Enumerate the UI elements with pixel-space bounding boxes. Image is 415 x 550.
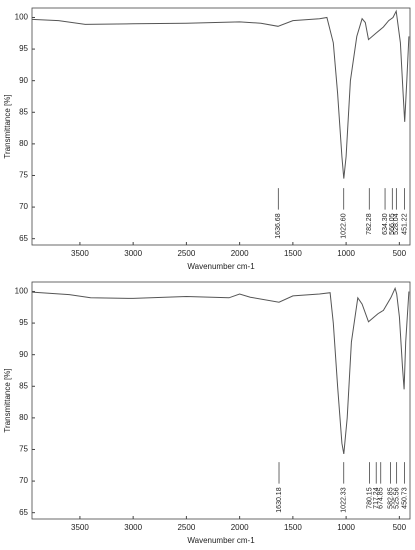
x-tick-label: 2000 — [231, 249, 249, 258]
x-tick-label: 2500 — [177, 523, 195, 532]
peak-label: 451.22 — [401, 213, 408, 235]
y-tick-label: 90 — [19, 76, 28, 85]
y-axis-label: Transmittance [%] — [3, 368, 12, 432]
y-axis-label: Transmittance [%] — [3, 94, 12, 158]
x-tick-label: 3000 — [124, 249, 142, 258]
x-axis-label: Wavenumber cm-1 — [187, 536, 255, 545]
x-tick-label: 500 — [393, 523, 407, 532]
peak-label: 1022.33 — [341, 487, 348, 512]
peak-label: 566.05 — [389, 213, 396, 235]
x-tick-label: 3500 — [71, 249, 89, 258]
y-tick-label: 70 — [19, 476, 28, 485]
x-tick-label: 2000 — [231, 523, 249, 532]
peak-label: 674.85 — [378, 487, 385, 509]
peak-label: 528.04 — [393, 213, 400, 235]
peak-label: 1630.18 — [276, 487, 283, 512]
x-tick-label: 500 — [393, 249, 407, 258]
x-tick-label: 1500 — [284, 249, 302, 258]
y-tick-label: 65 — [19, 508, 28, 517]
plot-frame — [31, 281, 411, 520]
peak-label: 634.30 — [382, 213, 389, 235]
x-axis-label: Wavenumber cm-1 — [187, 262, 255, 271]
y-tick-label: 95 — [19, 318, 28, 327]
y-tick-label: 65 — [19, 234, 28, 243]
y-tick-label: 80 — [19, 139, 28, 148]
x-tick-label: 1500 — [284, 523, 302, 532]
x-tick-label: 1000 — [337, 523, 355, 532]
peak-label: 780.15 — [366, 487, 373, 509]
peak-label: 782.28 — [366, 213, 373, 235]
y-tick-label: 75 — [19, 445, 28, 454]
y-tick-label: 100 — [15, 13, 29, 22]
plot-frame — [31, 7, 411, 246]
peak-label: 1636.68 — [275, 213, 282, 238]
peak-label: 582.85 — [387, 487, 394, 509]
peak-label: 717.24 — [373, 487, 380, 509]
peak-label: 1022.60 — [341, 213, 348, 238]
x-tick-label: 3500 — [71, 523, 89, 532]
y-tick-label: 70 — [19, 202, 28, 211]
y-tick-label: 80 — [19, 413, 28, 422]
y-tick-label: 90 — [19, 350, 28, 359]
y-tick-label: 85 — [19, 107, 28, 116]
x-tick-label: 2500 — [177, 249, 195, 258]
y-tick-label: 75 — [19, 171, 28, 180]
spectrum-line — [31, 9, 410, 179]
peak-label: 525.56 — [393, 487, 400, 509]
x-tick-label: 1000 — [337, 249, 355, 258]
y-tick-label: 95 — [19, 44, 28, 53]
y-tick-label: 100 — [15, 287, 29, 296]
peak-label: 450.73 — [401, 487, 408, 509]
y-tick-label: 85 — [19, 381, 28, 390]
spectrum-line — [31, 286, 410, 454]
x-tick-label: 3000 — [124, 523, 142, 532]
